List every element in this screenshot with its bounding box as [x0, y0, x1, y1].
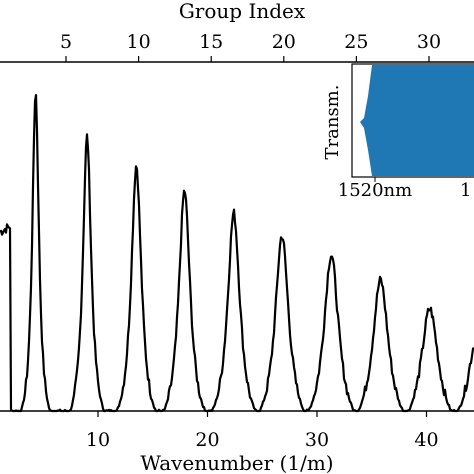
- top-tick-label: 5: [60, 31, 72, 53]
- top-tick-label: 15: [199, 31, 223, 53]
- inset-chart: 1520nm 1 Transm.: [322, 63, 474, 201]
- inset-tick-label-2: 1: [460, 180, 471, 201]
- top-tick-label: 30: [417, 31, 441, 53]
- wavenumber-series-line: [0, 94, 474, 413]
- top-tick-label: 10: [127, 31, 151, 53]
- x-tick-label: 30: [305, 429, 329, 451]
- x-tick-label: 20: [195, 429, 219, 451]
- inset-tick-label-1: 1520nm: [338, 180, 412, 201]
- inset-transmission-area: [360, 65, 474, 176]
- top-ticks: 5 10 15 20 25 30: [60, 31, 441, 62]
- x-tick-label: 40: [414, 429, 438, 451]
- top-tick-label: 25: [344, 31, 368, 53]
- top-axis-label: Group Index: [179, 0, 306, 23]
- x-axis-label: Wavenumber (1/m): [140, 451, 333, 474]
- bottom-ticks: 10 20 30 40: [86, 411, 439, 451]
- x-tick-label: 10: [86, 429, 110, 451]
- inset-y-label: Transm.: [322, 85, 343, 160]
- top-tick-label: 20: [272, 31, 296, 53]
